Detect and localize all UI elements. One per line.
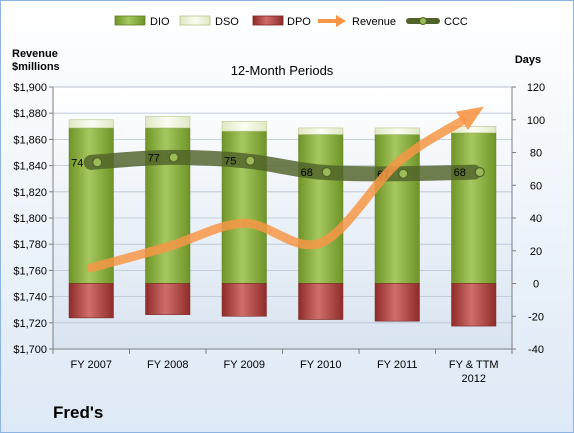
dso-bar (68, 119, 114, 129)
ccc-marker (245, 155, 256, 166)
right-tick-label: -20 (528, 311, 544, 323)
left-axis-title: Revenue (12, 48, 58, 60)
left-axis-title: $millions (12, 61, 60, 73)
dpo-bar (68, 283, 114, 319)
legend-dso-label: DSO (215, 16, 239, 28)
ccc-data-label: 68 (454, 167, 466, 179)
dpo-bar (374, 283, 420, 322)
ccc-data-label: 75 (224, 156, 236, 168)
left-tick-label: $1,860 (13, 134, 47, 146)
right-tick-label: -40 (528, 344, 544, 356)
left-tick-label: $1,820 (13, 187, 47, 199)
left-tick-label: $1,700 (13, 344, 47, 356)
right-tick-label: 20 (530, 246, 542, 258)
category-label: FY 2009 (224, 359, 265, 371)
category-label: FY 2007 (71, 359, 112, 371)
left-tick-label: $1,720 (13, 318, 47, 330)
plot-title: 12-Month Periods (231, 63, 334, 78)
dio-bar (298, 134, 344, 284)
left-tick-label: $1,880 (13, 108, 47, 120)
revenue-line (86, 116, 467, 273)
legend-dpo-label: DPO (287, 16, 311, 28)
dso-bar (374, 127, 420, 135)
ccc-marker (474, 167, 485, 178)
company-name: Fred's (53, 403, 104, 422)
ccc-data-label: 77 (148, 152, 160, 164)
ccc-marker (168, 152, 179, 163)
left-tick-label: $1,800 (13, 213, 47, 225)
legend-revenue-arrow (336, 15, 346, 27)
dpo-bar (298, 283, 344, 320)
dso-bar (145, 116, 191, 129)
dio-bar (451, 132, 497, 284)
dso-bar (298, 127, 344, 135)
ccc-data-label: 68 (301, 167, 313, 179)
category-label: 2012 (462, 373, 486, 385)
revenue-arrowhead (456, 106, 484, 131)
category-label: FY 2010 (300, 359, 341, 371)
right-tick-label: 0 (533, 279, 539, 291)
right-tick-label: 60 (530, 180, 542, 192)
left-tick-label: $1,900 (13, 82, 47, 94)
dpo-bar (221, 283, 267, 317)
left-tick-label: $1,840 (13, 161, 47, 173)
right-axis-title: Days (515, 54, 541, 66)
category-label: FY 2011 (377, 359, 418, 371)
legend-dio-label: DIO (150, 16, 170, 28)
legend-revenue-label: Revenue (352, 16, 396, 28)
category-label: FY & TTM (449, 359, 499, 371)
ccc-marker (92, 157, 103, 168)
category-label: FY 2008 (147, 359, 188, 371)
legend-dio-swatch (114, 15, 146, 26)
legend-dpo-swatch (252, 15, 284, 26)
dpo-bar (145, 283, 191, 315)
legend: DIO DSO DPO Revenue CCC (114, 15, 468, 28)
legend-ccc-marker (419, 17, 427, 25)
right-tick-label: 40 (530, 213, 542, 225)
left-tick-label: $1,760 (13, 265, 47, 277)
dpo-bar (451, 283, 497, 327)
dio-bar (374, 134, 420, 284)
dso-bar (221, 121, 267, 132)
left-tick-label: $1,780 (13, 239, 47, 251)
ccc-marker (398, 168, 409, 179)
right-tick-label: 100 (527, 115, 545, 127)
ccc-marker (321, 167, 332, 178)
legend-ccc-label: CCC (444, 16, 468, 28)
right-tick-label: 120 (527, 82, 545, 94)
left-tick-label: $1,740 (13, 292, 47, 304)
ccc-data-label: 74 (71, 157, 83, 169)
right-tick-label: 80 (530, 148, 542, 160)
legend-dso-swatch (179, 15, 211, 26)
